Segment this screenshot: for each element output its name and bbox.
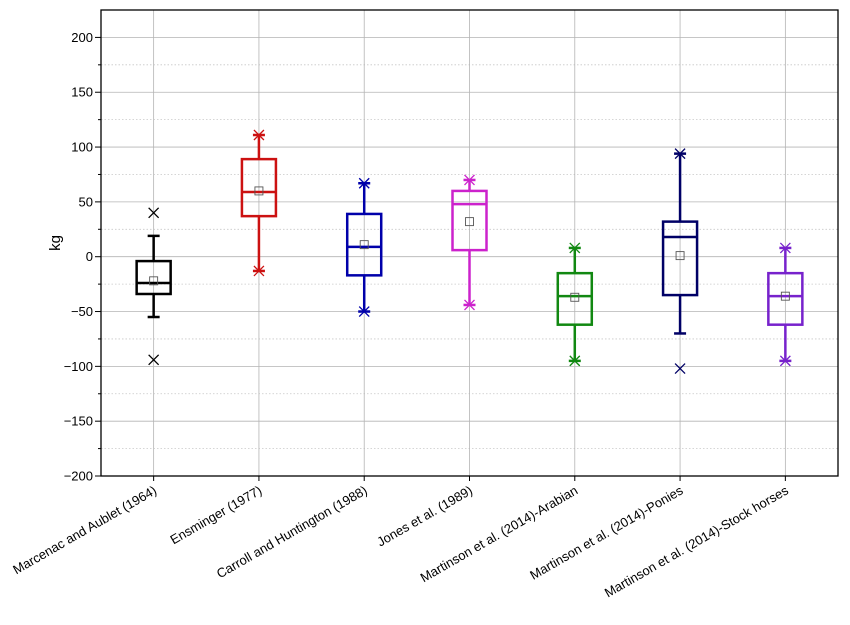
- mean-marker: [359, 240, 369, 250]
- box-iqr: [345, 212, 383, 277]
- y-tick-label: 0: [86, 249, 93, 264]
- mean-marker: [465, 217, 474, 227]
- mean-marker: [254, 186, 264, 196]
- min-marker: [358, 306, 370, 317]
- y-tick-label: −50: [71, 304, 93, 319]
- box-iqr: [661, 220, 699, 297]
- y-axis-title: kg: [47, 235, 64, 251]
- min-marker: [674, 363, 686, 375]
- y-tick-label: 200: [71, 30, 93, 45]
- min-marker: [148, 354, 160, 366]
- box-iqr: [556, 271, 594, 326]
- y-tick-label: −100: [64, 359, 93, 374]
- box-series: [135, 129, 804, 375]
- category-label: Martinson et al. (2014)-Stock horses: [602, 482, 791, 600]
- max-marker: [674, 148, 686, 160]
- plot-frame: [100, 9, 839, 477]
- category-label: Marcenac and Aublet (1964): [10, 483, 159, 578]
- box-group: [135, 207, 172, 366]
- max-marker: [358, 177, 370, 189]
- max-marker: [148, 207, 160, 219]
- y-axis: −200 −150 −100 −50 0 50 100 150 200: [64, 30, 101, 484]
- min-marker: [569, 355, 581, 367]
- max-marker: [253, 129, 265, 141]
- y-tick-label: −150: [64, 414, 93, 429]
- mean-marker: [675, 251, 685, 261]
- category-label: Ensminger (1977): [167, 483, 264, 548]
- grid-lines: [101, 9, 838, 477]
- box-group: [661, 148, 699, 375]
- max-marker: [569, 242, 581, 254]
- box-group: [451, 174, 488, 311]
- mean-marker: [780, 291, 790, 301]
- box-group: [240, 129, 278, 277]
- box-iqr: [451, 189, 488, 252]
- max-marker: [779, 242, 791, 254]
- y-tick-label: 150: [71, 85, 93, 100]
- x-axis-labels: Marcenac and Aublet (1964) Ensminger (197…: [10, 476, 791, 600]
- mean-marker: [149, 276, 159, 286]
- box-group: [345, 177, 383, 317]
- y-tick-label: −200: [64, 469, 93, 484]
- box-iqr: [767, 271, 804, 326]
- category-label: Jones et al. (1989): [374, 483, 475, 550]
- min-marker: [253, 265, 265, 277]
- min-marker: [779, 355, 791, 367]
- box-iqr: [135, 259, 172, 296]
- box-iqr: [240, 157, 278, 218]
- y-tick-label: 50: [79, 194, 93, 209]
- box-group: [556, 242, 594, 367]
- mean-marker: [570, 292, 580, 302]
- box-group: [767, 242, 804, 367]
- max-marker: [464, 174, 475, 186]
- min-marker: [464, 299, 475, 311]
- y-tick-label: 100: [71, 140, 93, 155]
